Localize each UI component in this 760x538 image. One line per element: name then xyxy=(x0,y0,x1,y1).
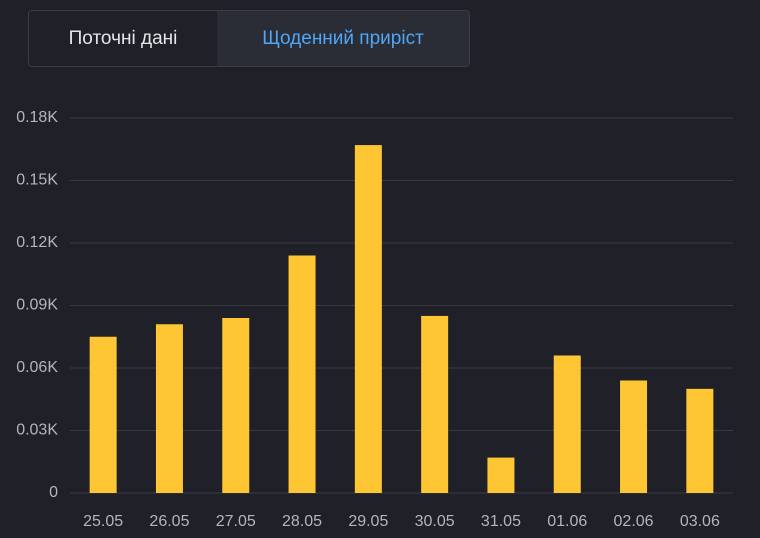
y-tick-label: 0.03K xyxy=(16,422,58,439)
x-tick-label: 30.05 xyxy=(415,513,455,530)
x-tick-label: 01.06 xyxy=(547,513,587,530)
x-tick-label: 26.05 xyxy=(149,513,189,530)
y-tick-label: 0.12K xyxy=(16,234,58,251)
tab-bar: Поточні дані Щоденний приріст xyxy=(28,10,470,67)
bar xyxy=(686,388,714,493)
bar xyxy=(288,255,316,493)
bar xyxy=(354,145,382,494)
x-tick-label: 25.05 xyxy=(83,513,123,530)
bar xyxy=(155,324,183,493)
x-tick-label: 02.06 xyxy=(614,513,654,530)
x-tick-label: 27.05 xyxy=(216,513,256,530)
y-tick-label: 0.06K xyxy=(16,359,58,376)
y-tick-label: 0.09K xyxy=(16,297,58,314)
y-tick-label: 0.15K xyxy=(16,172,58,189)
bar xyxy=(553,355,581,493)
bar xyxy=(487,457,515,493)
tab-active[interactable]: Щоденний приріст xyxy=(217,11,469,66)
bar xyxy=(620,380,648,493)
bar xyxy=(89,336,117,493)
x-tick-label: 31.05 xyxy=(481,513,521,530)
y-tick-label: 0 xyxy=(49,484,58,501)
bar xyxy=(421,315,449,493)
x-tick-label: 29.05 xyxy=(348,513,388,530)
x-tick-label: 28.05 xyxy=(282,513,322,530)
x-tick-label: 03.06 xyxy=(680,513,720,530)
tab[interactable]: Поточні дані xyxy=(68,27,178,49)
y-tick-label: 0.18K xyxy=(16,109,58,126)
bar xyxy=(222,318,250,493)
